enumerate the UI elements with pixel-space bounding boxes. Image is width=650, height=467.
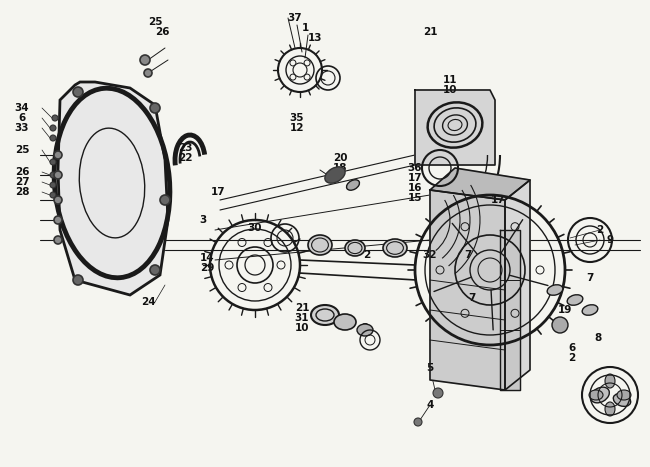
Circle shape [414,418,422,426]
Circle shape [552,317,568,333]
Circle shape [54,151,62,159]
Circle shape [50,125,56,131]
Text: 1: 1 [302,23,309,33]
Text: 28: 28 [15,187,29,197]
PathPatch shape [58,82,168,295]
Text: 2: 2 [597,225,604,235]
Text: 16: 16 [408,183,422,193]
Text: 17: 17 [491,195,505,205]
Polygon shape [430,168,530,200]
Polygon shape [505,180,530,390]
Text: 37: 37 [288,13,302,23]
Circle shape [54,196,62,204]
Polygon shape [430,190,505,390]
Ellipse shape [334,314,356,330]
Text: 18: 18 [333,163,347,173]
Circle shape [433,388,443,398]
Circle shape [50,135,56,141]
Text: 25: 25 [148,17,162,27]
Text: 17: 17 [408,173,422,183]
Text: 21: 21 [422,27,437,37]
Circle shape [73,87,83,97]
Text: 29: 29 [200,263,214,273]
Text: 31: 31 [294,313,309,323]
Ellipse shape [591,387,609,403]
Circle shape [54,236,62,244]
Text: 26: 26 [15,167,29,177]
Text: 21: 21 [294,303,309,313]
Text: 17: 17 [211,187,226,197]
Circle shape [50,182,56,188]
Ellipse shape [346,180,359,190]
Circle shape [50,172,56,178]
Ellipse shape [308,235,332,255]
Text: 12: 12 [290,123,304,133]
Text: 6: 6 [568,343,576,353]
Circle shape [73,275,83,285]
Circle shape [150,265,160,275]
Text: 32: 32 [422,250,437,260]
Text: 4: 4 [426,400,434,410]
Polygon shape [500,230,520,390]
Text: 3: 3 [200,215,207,225]
Text: 6: 6 [18,113,25,123]
Text: 10: 10 [294,323,309,333]
Circle shape [52,115,58,121]
Text: 14: 14 [200,253,214,263]
Text: 19: 19 [558,305,572,315]
Ellipse shape [357,324,373,336]
Text: 7: 7 [464,250,472,260]
Text: 33: 33 [15,123,29,133]
Circle shape [140,55,150,65]
Text: 24: 24 [140,297,155,307]
Ellipse shape [605,402,615,416]
Ellipse shape [345,240,365,256]
Circle shape [150,103,160,113]
Ellipse shape [605,374,615,388]
Circle shape [144,69,152,77]
Ellipse shape [582,305,598,315]
Circle shape [160,195,170,205]
Circle shape [50,159,56,165]
Polygon shape [415,90,495,165]
Text: 26: 26 [155,27,169,37]
Circle shape [54,171,62,179]
Ellipse shape [383,239,407,257]
Text: 2: 2 [568,353,576,363]
Text: 35: 35 [290,113,304,123]
Ellipse shape [547,285,563,295]
Ellipse shape [589,390,603,400]
Text: 11: 11 [443,75,457,85]
Circle shape [54,216,62,224]
Text: 7: 7 [586,273,593,283]
Text: 27: 27 [15,177,29,187]
Ellipse shape [567,295,583,305]
Ellipse shape [325,167,345,183]
Text: 23: 23 [177,143,192,153]
Text: 25: 25 [15,145,29,155]
Text: 13: 13 [307,33,322,43]
Text: 8: 8 [594,333,602,343]
Circle shape [50,192,56,198]
Text: 2: 2 [363,250,370,260]
Text: 34: 34 [15,103,29,113]
Ellipse shape [311,305,339,325]
Text: 22: 22 [177,153,192,163]
Text: 30: 30 [248,223,262,233]
Text: 20: 20 [333,153,347,163]
Text: 10: 10 [443,85,457,95]
Text: 9: 9 [606,235,614,245]
Ellipse shape [614,394,630,406]
Text: 36: 36 [408,163,422,173]
Text: 15: 15 [408,193,422,203]
Text: 7: 7 [468,293,476,303]
Text: 5: 5 [426,363,434,373]
Ellipse shape [617,390,631,400]
Text: 2: 2 [361,323,369,333]
